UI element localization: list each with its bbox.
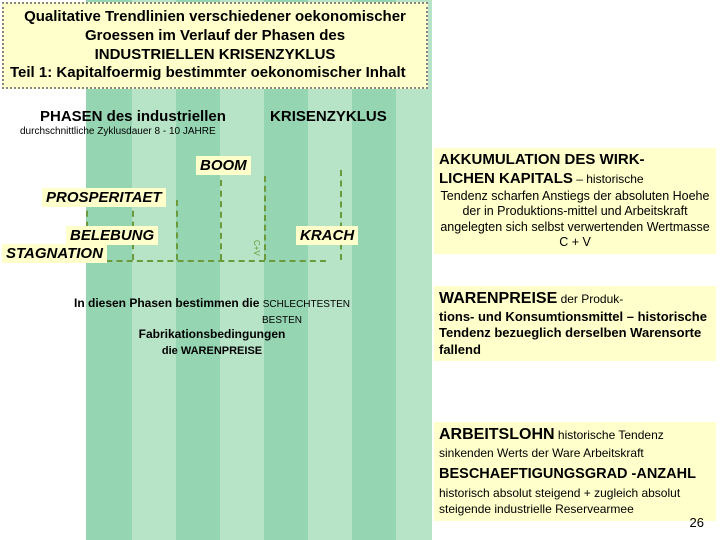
title-line: Qualitative Trendlinien verschiedener oe… <box>24 8 406 25</box>
cycle-duration: durchschnittliche Zyklusdauer 8 - 10 JAH… <box>20 126 216 137</box>
title-line: INDUSTRIELLEN KRISENZYKLUS <box>95 46 336 63</box>
body-note: In diesen Phasen bestimmen die SCHLECHTE… <box>12 296 412 358</box>
wp-body: tions- und Konsumtionsmittel – historisc… <box>439 309 707 357</box>
krisen-label: KRISENZYKLUS <box>270 108 387 125</box>
al-body: sinkenden Werts der Ware Arbeitskraft <box>439 446 644 460</box>
box-akkumulation: AKKUMULATION DES WIRK- LICHEN KAPITALS –… <box>434 148 716 254</box>
note-schlechtesten: SCHLECHTESTEN <box>263 299 350 310</box>
note-waren: die WARENPREISE <box>162 345 262 357</box>
bg-body: historisch absolut steigend + zugleich a… <box>439 486 680 516</box>
krach-connector <box>336 170 342 260</box>
akk-body: Tendenz scharfen Anstiegs der absoluten … <box>439 189 711 252</box>
phase-stagnation: STAGNATION <box>2 244 107 263</box>
note-prefix: In diesen Phasen bestimmen die <box>74 296 263 310</box>
phase-boom: BOOM <box>196 156 251 175</box>
wp-sub: der Produk- <box>557 292 623 306</box>
note-fabrik: Fabrikationsbedingungen <box>139 327 286 341</box>
phase-krach: KRACH <box>296 226 358 245</box>
title-line: Groessen im Verlauf der Phasen des <box>85 27 345 44</box>
phase-prosperitaet: PROSPERITAET <box>42 188 166 207</box>
trend-segment <box>176 200 178 260</box>
phases-header: PHASEN des industriellen KRISENZYKLUS <box>40 108 426 125</box>
akk-head2: LICHEN KAPITALS <box>439 170 573 187</box>
trend-segment <box>220 180 222 260</box>
note-besten: BESTEN <box>262 315 302 326</box>
box-beschaeftigung-body: historisch absolut steigend + zugleich a… <box>434 482 716 521</box>
akk-hist: – historische <box>573 172 644 186</box>
al-sub: historische Tendenz <box>555 428 664 442</box>
trend-baseline <box>86 260 326 262</box>
akk-head1: AKKUMULATION DES WIRK- <box>439 151 645 168</box>
title-line: Teil 1: Kapitalfoermig bestimmter oekono… <box>10 64 420 83</box>
wp-head: WARENPREISE <box>439 290 557 307</box>
main-title: Qualitative Trendlinien verschiedener oe… <box>2 2 428 89</box>
box-warenpreise: WARENPREISE der Produk- tions- und Konsu… <box>434 286 716 361</box>
phasen-label: PHASEN des industriellen <box>40 108 226 125</box>
al-head: ARBEITSLOHN <box>439 426 555 443</box>
page-number: 26 <box>690 515 704 530</box>
trend-vlabel: C+V <box>252 240 261 256</box>
phase-belebung: BELEBUNG <box>66 226 158 245</box>
bg-head: BESCHAEFTIGUNGSGRAD -ANZAHL <box>439 466 696 482</box>
trend-segment <box>264 176 266 260</box>
